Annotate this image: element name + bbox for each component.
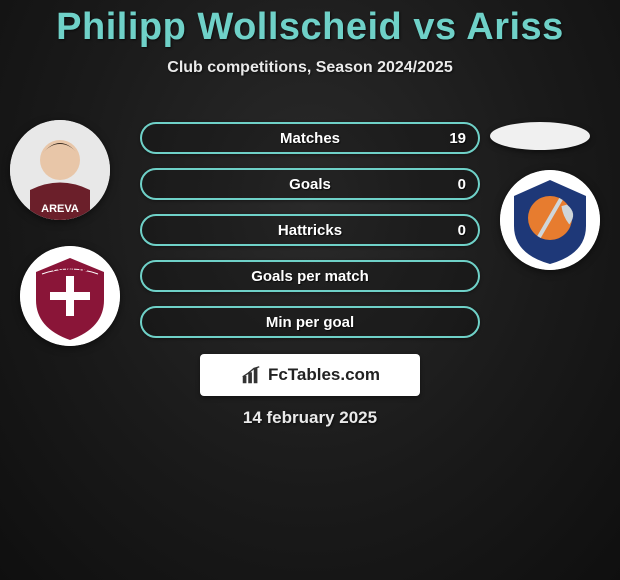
club-left-label: FC METZ	[53, 264, 88, 273]
club-left-badge: FC METZ	[20, 246, 120, 346]
stat-label: Min per goal	[266, 314, 354, 331]
stat-row-hattricks: Hattricks 0	[140, 214, 480, 246]
jersey-text: AREVA	[41, 203, 79, 215]
stat-row-goals-per-match: Goals per match	[140, 260, 480, 292]
stat-label: Matches	[280, 130, 340, 147]
player-left-icon: AREVA	[10, 120, 110, 220]
stat-row-goals: Goals 0	[140, 168, 480, 200]
player-right-avatar	[490, 122, 590, 150]
stat-right-value: 0	[458, 222, 466, 239]
stat-right-value: 19	[449, 130, 466, 147]
bar-chart-icon	[240, 364, 262, 386]
subtitle: Club competitions, Season 2024/2025	[0, 59, 620, 77]
site-name: FcTables.com	[268, 365, 380, 385]
club-left-icon: FC METZ	[20, 246, 120, 346]
page-title: Philipp Wollscheid vs Ariss	[0, 0, 620, 49]
stat-label: Hattricks	[278, 222, 342, 239]
stats-table: Matches 19 Goals 0 Hattricks 0 Goals per…	[140, 122, 480, 352]
site-logo: FcTables.com	[200, 354, 420, 396]
player-left-avatar: AREVA	[10, 120, 110, 220]
stat-row-min-per-goal: Min per goal	[140, 306, 480, 338]
stat-label: Goals per match	[251, 268, 369, 285]
club-right-badge	[500, 170, 600, 270]
stat-right-value: 0	[458, 176, 466, 193]
club-right-icon	[500, 170, 600, 270]
stat-label: Goals	[289, 176, 331, 193]
date-label: 14 february 2025	[0, 408, 620, 428]
stat-row-matches: Matches 19	[140, 122, 480, 154]
